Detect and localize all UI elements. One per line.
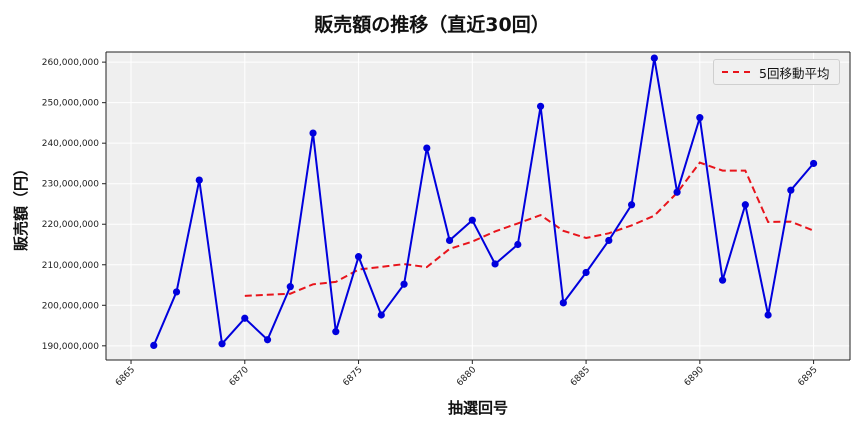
data-point-marker	[491, 260, 499, 268]
data-point-marker	[286, 283, 294, 291]
y-tick-label: 250,000,000	[42, 99, 100, 109]
data-point-marker	[218, 340, 226, 348]
data-point-marker	[445, 236, 454, 245]
y-axis-label: 販売額（円）	[12, 161, 30, 251]
data-point-marker	[377, 311, 385, 319]
data-point-marker	[673, 188, 681, 196]
y-tick-label: 230,000,000	[42, 180, 100, 190]
data-point-marker	[559, 299, 567, 307]
data-point-marker	[263, 336, 272, 344]
data-point-marker	[354, 253, 363, 261]
x-tick-label: 6865	[114, 365, 137, 388]
x-tick-label: 6890	[683, 365, 706, 388]
y-tick-label: 260,000,000	[42, 58, 100, 68]
sales-path	[152, 57, 815, 347]
data-point-marker	[650, 54, 658, 62]
moving-average-line	[244, 161, 814, 297]
dashed-line-swatch-icon	[722, 71, 750, 73]
x-tick-label: 6895	[796, 365, 819, 388]
data-point-marker	[718, 276, 727, 284]
data-point-marker	[741, 201, 749, 209]
data-point-marker	[309, 129, 317, 137]
legend: 5回移動平均	[713, 59, 840, 85]
data-point-marker	[696, 114, 704, 122]
data-point-marker	[332, 328, 340, 336]
x-tick-label: 6875	[341, 365, 364, 388]
x-tick-label: 6870	[228, 365, 251, 388]
sales-line	[150, 54, 818, 350]
data-point-marker	[605, 236, 613, 245]
legend-label: 5回移動平均	[759, 65, 830, 81]
x-tick-label: 6885	[569, 365, 592, 388]
y-tick-label: 200,000,000	[42, 301, 100, 311]
data-point-marker	[787, 186, 795, 194]
data-point-marker	[150, 341, 158, 350]
y-tick-label: 190,000,000	[42, 342, 100, 352]
data-point-marker	[195, 176, 203, 184]
data-point-marker	[172, 288, 181, 296]
y-tick-label: 210,000,000	[42, 261, 100, 271]
chart-title: 販売額の推移（直近30回）	[314, 14, 550, 36]
moving-average-path	[244, 161, 814, 297]
data-point-marker	[536, 102, 545, 110]
x-axis-label: 抽選回号	[448, 399, 508, 417]
x-tick-label: 6880	[455, 365, 478, 388]
data-point-marker	[582, 268, 590, 277]
data-point-marker	[627, 201, 636, 209]
y-tick-label: 240,000,000	[42, 139, 100, 149]
y-tick-label: 220,000,000	[42, 220, 100, 230]
plot-area	[106, 52, 850, 360]
data-point-marker	[468, 216, 476, 224]
data-point-marker	[241, 314, 249, 322]
data-point-marker	[423, 144, 431, 152]
data-point-marker	[514, 240, 522, 249]
data-point-marker	[400, 280, 408, 288]
data-point-marker	[809, 159, 818, 168]
data-point-marker	[764, 311, 772, 319]
